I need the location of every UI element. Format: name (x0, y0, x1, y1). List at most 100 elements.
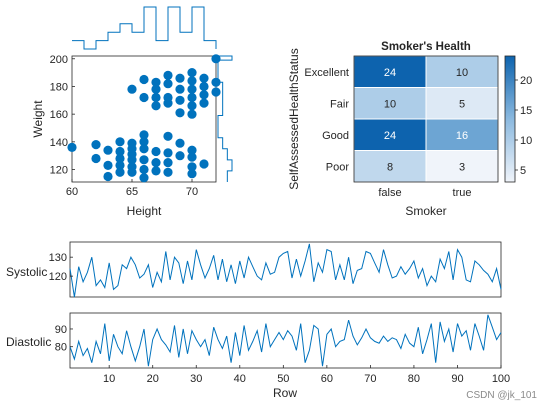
row-x-tick-label-20: 20 (147, 373, 159, 385)
scatter-point-24 (151, 158, 161, 168)
diastolic-line (69, 314, 502, 367)
heatmap-y-tick-Poor: Poor (326, 161, 350, 173)
scatter-point-28 (163, 158, 173, 168)
scatter-point-36 (199, 159, 209, 169)
scatter-point-8 (115, 153, 125, 164)
scatter-y-tick-label-160: 160 (50, 109, 68, 121)
scatter-point-40 (151, 77, 161, 87)
scatter-point-33 (187, 152, 197, 162)
scatter-point-50 (175, 95, 185, 105)
scatter-point-48 (175, 73, 185, 83)
scatter-y-tick-label-140: 140 (50, 137, 68, 149)
scatter-x-tick-label-70: 70 (186, 186, 198, 198)
scatter-y-tick-label-180: 180 (50, 81, 68, 93)
scatter-point-2 (91, 153, 101, 164)
heatmap-cell-value-3-0: 8 (387, 161, 393, 173)
scatter-point-56 (187, 101, 197, 111)
scatter-x-ticks: 60 65 70 (66, 179, 198, 198)
scatter-point-31 (175, 151, 185, 161)
scatter-x-tick-label-60: 60 (66, 186, 78, 198)
scatter-point-30 (175, 138, 185, 148)
scatter-point-18 (139, 137, 149, 147)
colorbar (504, 55, 516, 183)
systolic-line (69, 243, 502, 298)
systolic-axes (69, 241, 502, 298)
systolic-y-tick-label-120: 120 (49, 271, 67, 283)
row-x-tick-label-80: 80 (408, 373, 420, 385)
diastolic-axes (69, 312, 502, 369)
scatter-point-4 (103, 160, 113, 170)
scatter-point-23 (151, 146, 161, 157)
heatmap-cell-3-0 (353, 150, 427, 183)
row-x-ticks: 10 20 30 40 50 60 70 80 90 100 (103, 365, 510, 385)
heatmap-y-tick-Good: Good (322, 130, 349, 142)
heatmap-y-tick-Fair: Fair (330, 98, 349, 110)
scatter-point-5 (103, 171, 113, 182)
scatter-point-37 (127, 84, 137, 94)
row-x-tick-label-100: 100 (492, 373, 510, 385)
scatter-point-47 (163, 98, 173, 108)
heatmap-x-tick-false: false (378, 187, 401, 199)
scatter-point-20 (139, 155, 149, 165)
scatter-point-62 (211, 54, 221, 64)
scatter-point-0 (67, 142, 77, 152)
heatmap-cell-value-0-1: 10 (456, 67, 468, 79)
scatter-point-1 (91, 140, 101, 150)
row-x-tick-label-70: 70 (364, 373, 376, 385)
scatter-point-16 (127, 167, 137, 177)
heatmap-y-label: SelfAssessedHealthStatus (287, 48, 301, 189)
scatter-point-57 (187, 109, 197, 119)
scatter-point-54 (187, 84, 197, 94)
scatter-point-34 (187, 162, 197, 172)
systolic-y-tick-label-130: 130 (49, 252, 67, 264)
heatmap-y-ticks: Excellent Fair Good Poor (304, 67, 349, 174)
heatmap-x-label: Smoker (405, 204, 446, 218)
heatmap-cell-value-1-1: 5 (459, 98, 465, 110)
stacked-plot-panel: 120 130 80 90 10 20 30 40 50 60 70 80 90 100 Systol… (6, 241, 510, 400)
colorbar-tick-label-20: 20 (520, 75, 532, 87)
watermark: CSDN @jk_101 (466, 390, 537, 401)
scatter-point-21 (139, 164, 149, 175)
row-x-tick-label-40: 40 (234, 373, 246, 385)
heatmap-cell-value-2-1: 16 (456, 130, 468, 142)
diastolic-y-tick-label-80: 80 (55, 342, 67, 354)
scatter-point-9 (115, 160, 125, 170)
scatter-y-tick-label-120: 120 (50, 165, 68, 177)
scatter-point-63 (211, 77, 221, 87)
scatter-point-17 (139, 130, 149, 140)
scatter-point-43 (151, 101, 161, 111)
diastolic-y-ticks: 80 90 (55, 324, 73, 354)
heatmap-cell-value-3-1: 3 (459, 161, 465, 173)
scatter-point-3 (103, 145, 113, 155)
scatter-point-35 (187, 169, 197, 179)
scatter-histogram-panel: 60 65 70 120 140 160 180 200 Height Weight (31, 6, 233, 218)
scatter-x-tick-label-65: 65 (126, 186, 138, 198)
systolic-y-ticks: 120 130 (49, 252, 73, 283)
row-x-tick-label-30: 30 (190, 373, 202, 385)
colorbar-ticks: 5 10 15 20 (515, 75, 532, 177)
scatter-point-19 (139, 144, 149, 154)
scatter-point-64 (211, 87, 221, 97)
scatter-point-53 (187, 76, 197, 86)
scatter-point-58 (199, 73, 209, 83)
marginal-histogram-height (72, 6, 217, 50)
scatter-point-51 (175, 108, 185, 118)
heatmap-cell-value-2-0: 24 (384, 130, 396, 142)
scatter-point-61 (199, 98, 209, 108)
scatter-point-29 (163, 167, 173, 177)
scatter-point-32 (187, 145, 197, 155)
heatmap-frame (353, 55, 499, 183)
heatmap-title: Smoker's Health (381, 41, 471, 53)
diastolic-label: Diastolic (6, 335, 51, 349)
scatter-point-27 (163, 148, 173, 158)
scatter-point-39 (139, 92, 149, 103)
scatter-point-59 (199, 81, 209, 92)
scatter-point-26 (163, 131, 173, 141)
heatmap-cells: 24 10 10 5 24 16 8 3 (353, 55, 499, 183)
scatter-point-45 (163, 79, 173, 89)
heatmap-x-ticks: false true (378, 187, 471, 199)
scatter-point-7 (115, 146, 125, 157)
row-x-tick-label-90: 90 (451, 373, 463, 385)
